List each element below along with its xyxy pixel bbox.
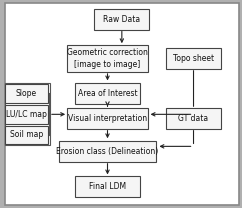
FancyBboxPatch shape (67, 45, 148, 72)
FancyBboxPatch shape (166, 108, 221, 129)
Text: LU/LC map: LU/LC map (6, 110, 47, 119)
Text: Visual interpretation: Visual interpretation (68, 114, 147, 123)
Text: Soil map: Soil map (10, 130, 43, 140)
Text: GT data: GT data (178, 114, 209, 123)
FancyBboxPatch shape (5, 84, 48, 103)
FancyBboxPatch shape (5, 3, 239, 205)
Text: Geometric correction
[image to image]: Geometric correction [image to image] (67, 48, 148, 69)
FancyBboxPatch shape (67, 108, 148, 129)
FancyBboxPatch shape (94, 9, 149, 30)
FancyBboxPatch shape (59, 141, 157, 162)
FancyBboxPatch shape (75, 176, 140, 197)
FancyBboxPatch shape (75, 83, 140, 104)
FancyBboxPatch shape (5, 126, 48, 144)
Text: Area of Interest: Area of Interest (78, 89, 137, 98)
Text: Final LDM: Final LDM (89, 182, 126, 191)
Text: Raw Data: Raw Data (103, 15, 140, 24)
Text: Topo sheet: Topo sheet (173, 54, 214, 63)
Text: Erosion class (Delineation): Erosion class (Delineation) (56, 147, 159, 156)
Text: Slope: Slope (16, 89, 37, 98)
FancyBboxPatch shape (5, 105, 48, 124)
FancyBboxPatch shape (166, 48, 221, 69)
